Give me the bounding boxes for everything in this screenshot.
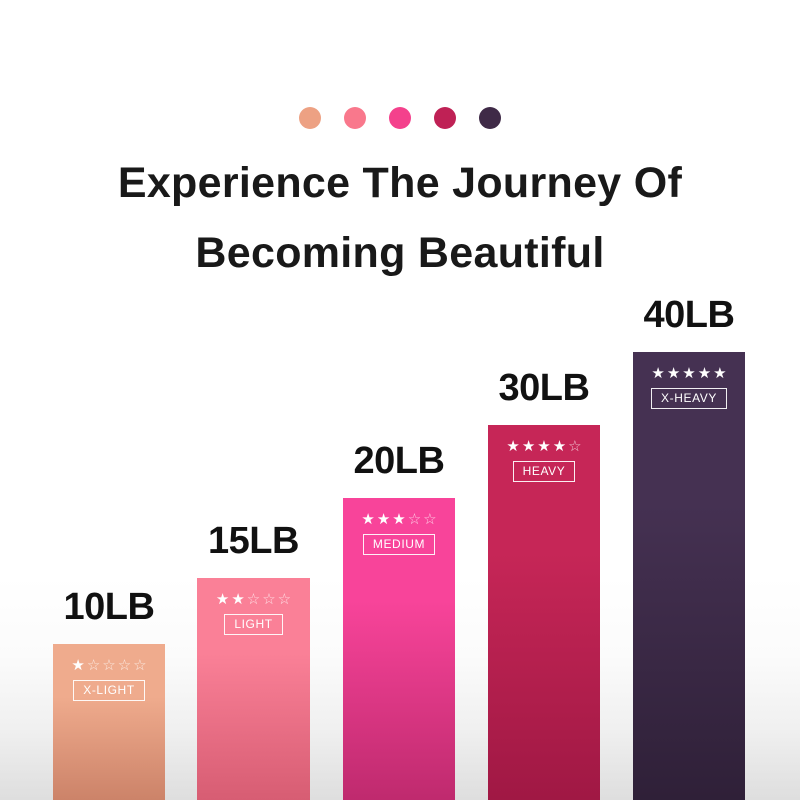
bar-20lb-star-rating: ★ ★ ★ ☆ ☆ [361, 512, 436, 527]
star-filled-icon: ★ [215, 591, 230, 608]
page-title: Experience The Journey Of Becoming Beaut… [0, 148, 800, 288]
bar-20lb-fill [343, 498, 455, 800]
dot-x-light [299, 107, 321, 129]
bar-10lb-star-rating: ★ ☆ ☆ ☆ ☆ [71, 658, 146, 673]
star-empty-icon: ☆ [262, 591, 276, 608]
star-filled-icon: ★ [521, 438, 536, 455]
bar-15lb-badge-group: ★ ★ ☆ ☆ ☆ LIGHT [197, 592, 310, 635]
bar-10lb-column[interactable]: ★ ☆ ☆ ☆ ☆ X-LIGHT [53, 644, 165, 800]
star-empty-icon: ☆ [277, 591, 292, 608]
bar-40lb-level-label: X-HEAVY [651, 388, 727, 409]
bar-15lb-column[interactable]: ★ ★ ☆ ☆ ☆ LIGHT [197, 578, 310, 800]
star-filled-icon: ★ [682, 365, 696, 382]
star-filled-icon: ★ [537, 438, 551, 455]
bar-10lb-level-label: X-LIGHT [73, 680, 145, 701]
star-filled-icon: ★ [713, 365, 727, 382]
bar-10lb-badge-group: ★ ☆ ☆ ☆ ☆ X-LIGHT [53, 658, 165, 701]
star-filled-icon: ★ [376, 511, 391, 528]
bar-15lb-fill [197, 578, 310, 800]
bar-15lb-level-label: LIGHT [224, 614, 283, 635]
bar-40lb-badge-group: ★ ★ ★ ★ ★ X-HEAVY [633, 366, 745, 409]
star-empty-icon: ☆ [568, 438, 582, 455]
dot-x-heavy [479, 107, 501, 129]
page-title-line-2: Becoming Beautiful [195, 229, 605, 277]
dot-light [344, 107, 366, 129]
star-filled-icon: ★ [392, 511, 406, 528]
dot-medium [389, 107, 411, 129]
star-filled-icon: ★ [361, 511, 375, 528]
bar-10lb-weight-label: 10LB [63, 586, 155, 628]
bar-20lb[interactable]: 20LB ★ ★ ★ ☆ ☆ MEDIUM [343, 440, 455, 800]
star-empty-icon: ☆ [117, 657, 132, 674]
bar-30lb-fill [488, 425, 600, 800]
bar-40lb-fill [633, 352, 745, 800]
star-filled-icon: ★ [552, 438, 567, 455]
star-empty-icon: ☆ [407, 511, 422, 528]
star-empty-icon: ☆ [133, 657, 147, 674]
star-filled-icon: ★ [651, 365, 665, 382]
color-dot-row [0, 107, 800, 129]
bar-20lb-column[interactable]: ★ ★ ★ ☆ ☆ MEDIUM [343, 498, 455, 800]
star-filled-icon: ★ [506, 438, 520, 455]
bar-30lb-weight-label: 30LB [498, 367, 590, 409]
star-empty-icon: ☆ [102, 657, 116, 674]
bar-40lb-star-rating: ★ ★ ★ ★ ★ [651, 366, 726, 381]
bar-15lb-weight-label: 15LB [208, 520, 299, 562]
star-empty-icon: ☆ [86, 657, 101, 674]
star-filled-icon: ★ [231, 591, 245, 608]
bar-10lb[interactable]: 10LB ★ ☆ ☆ ☆ ☆ X-LIGHT [53, 586, 165, 800]
bar-30lb[interactable]: 30LB ★ ★ ★ ★ ☆ HEAVY [488, 367, 600, 800]
bar-30lb-star-rating: ★ ★ ★ ★ ☆ [506, 439, 581, 454]
bar-30lb-badge-group: ★ ★ ★ ★ ☆ HEAVY [488, 439, 600, 482]
star-empty-icon: ☆ [423, 511, 437, 528]
bar-30lb-column[interactable]: ★ ★ ★ ★ ☆ HEAVY [488, 425, 600, 800]
bar-40lb[interactable]: 40LB ★ ★ ★ ★ ★ X-HEAVY [633, 294, 745, 800]
star-filled-icon: ★ [697, 365, 712, 382]
bar-20lb-level-label: MEDIUM [362, 534, 436, 555]
bar-20lb-weight-label: 20LB [353, 440, 445, 482]
star-empty-icon: ☆ [246, 591, 261, 608]
bar-30lb-level-label: HEAVY [512, 461, 576, 482]
bar-15lb[interactable]: 15LB ★ ★ ☆ ☆ ☆ LIGHT [197, 520, 310, 800]
bar-40lb-weight-label: 40LB [643, 294, 735, 336]
bar-10lb-fill [53, 644, 165, 800]
dot-heavy [434, 107, 456, 129]
page-title-line-1: Experience The Journey Of [117, 159, 683, 207]
star-filled-icon: ★ [71, 657, 85, 674]
bar-40lb-column[interactable]: ★ ★ ★ ★ ★ X-HEAVY [633, 352, 745, 800]
bar-20lb-badge-group: ★ ★ ★ ☆ ☆ MEDIUM [343, 512, 455, 555]
star-filled-icon: ★ [666, 365, 681, 382]
bar-15lb-star-rating: ★ ★ ☆ ☆ ☆ [216, 592, 291, 607]
